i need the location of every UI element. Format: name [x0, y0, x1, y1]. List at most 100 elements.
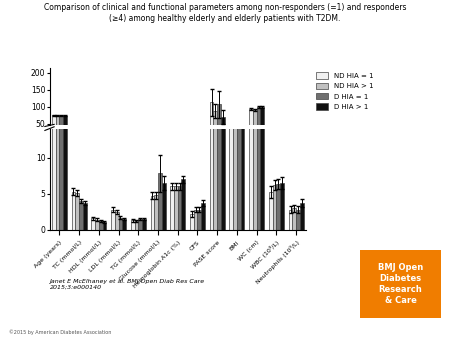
Bar: [95, 140, 99, 141]
Bar: [56, 116, 59, 141]
Bar: [296, 140, 300, 141]
Bar: [111, 210, 115, 230]
Bar: [103, 222, 106, 230]
Bar: [233, 131, 237, 141]
Bar: [201, 140, 205, 141]
Bar: [72, 139, 75, 141]
Bar: [256, 0, 261, 230]
Bar: [256, 107, 261, 141]
Bar: [253, 110, 256, 141]
Bar: [63, 116, 67, 141]
Bar: [280, 183, 284, 230]
Bar: [288, 210, 292, 230]
Text: ©2015 by American Diabetes Association: ©2015 by American Diabetes Association: [9, 329, 112, 335]
Bar: [221, 0, 225, 230]
Bar: [158, 138, 162, 141]
Bar: [138, 219, 142, 230]
Bar: [154, 139, 158, 141]
Bar: [135, 221, 138, 230]
Bar: [237, 20, 241, 230]
Bar: [135, 140, 138, 141]
Bar: [241, 131, 244, 141]
Bar: [154, 195, 158, 230]
Bar: [276, 184, 280, 230]
Bar: [91, 140, 95, 141]
Bar: [178, 139, 181, 141]
Bar: [241, 20, 244, 230]
Bar: [292, 208, 296, 230]
Bar: [63, 0, 67, 230]
Bar: [115, 140, 118, 141]
Bar: [79, 139, 83, 141]
Bar: [273, 185, 276, 230]
Bar: [158, 173, 162, 230]
Bar: [280, 139, 284, 141]
Bar: [292, 140, 296, 141]
Bar: [95, 220, 99, 230]
Text: BMJ Open
Diabetes
Research
& Care: BMJ Open Diabetes Research & Care: [378, 263, 423, 305]
Bar: [170, 187, 174, 230]
Bar: [99, 140, 103, 141]
Bar: [150, 196, 154, 230]
Bar: [210, 0, 213, 230]
Bar: [83, 203, 86, 230]
Bar: [296, 210, 300, 230]
Bar: [79, 201, 83, 230]
Bar: [210, 102, 213, 141]
Bar: [72, 192, 75, 230]
Bar: [300, 203, 304, 230]
Bar: [217, 0, 221, 230]
Legend: ND HIA = 1, ND HIA > 1, D HIA = 1, D HIA > 1: ND HIA = 1, ND HIA > 1, D HIA = 1, D HIA…: [315, 71, 375, 111]
Bar: [59, 0, 63, 230]
Bar: [99, 221, 103, 230]
Bar: [118, 218, 122, 230]
Bar: [198, 140, 201, 141]
Bar: [142, 140, 146, 141]
Bar: [162, 183, 166, 230]
Bar: [75, 139, 79, 141]
Bar: [237, 131, 241, 141]
Bar: [221, 117, 225, 141]
Bar: [230, 131, 233, 141]
Bar: [213, 0, 217, 230]
Bar: [150, 139, 154, 141]
Bar: [198, 210, 201, 230]
Bar: [75, 193, 79, 230]
Bar: [217, 104, 221, 141]
Bar: [249, 110, 253, 141]
Bar: [122, 219, 126, 230]
Bar: [138, 140, 142, 141]
Bar: [142, 219, 146, 230]
Bar: [273, 139, 276, 141]
Bar: [115, 212, 118, 230]
Bar: [300, 140, 304, 141]
Bar: [276, 139, 280, 141]
Bar: [190, 214, 194, 230]
Bar: [253, 0, 256, 230]
Bar: [111, 140, 115, 141]
Text: Comparison of clinical and functional parameters among non-responders (=1) and r: Comparison of clinical and functional pa…: [44, 3, 406, 23]
Bar: [52, 0, 56, 230]
Bar: [261, 107, 264, 141]
Bar: [131, 220, 135, 230]
Bar: [261, 0, 264, 230]
Bar: [118, 140, 122, 141]
Bar: [249, 0, 253, 230]
Bar: [122, 140, 126, 141]
Bar: [174, 139, 178, 141]
Bar: [269, 192, 273, 230]
Bar: [174, 187, 178, 230]
Bar: [194, 140, 198, 141]
Bar: [52, 115, 56, 141]
Bar: [288, 140, 292, 141]
Bar: [190, 140, 194, 141]
Bar: [162, 139, 166, 141]
Bar: [201, 203, 205, 230]
Bar: [178, 187, 181, 230]
Bar: [230, 34, 233, 230]
Bar: [181, 179, 185, 230]
Bar: [131, 140, 135, 141]
Bar: [170, 139, 174, 141]
Bar: [233, 27, 237, 230]
Text: Janet E McElhaney et al. BMJ Open Diab Res Care
2015;3:e000140: Janet E McElhaney et al. BMJ Open Diab R…: [50, 279, 205, 290]
